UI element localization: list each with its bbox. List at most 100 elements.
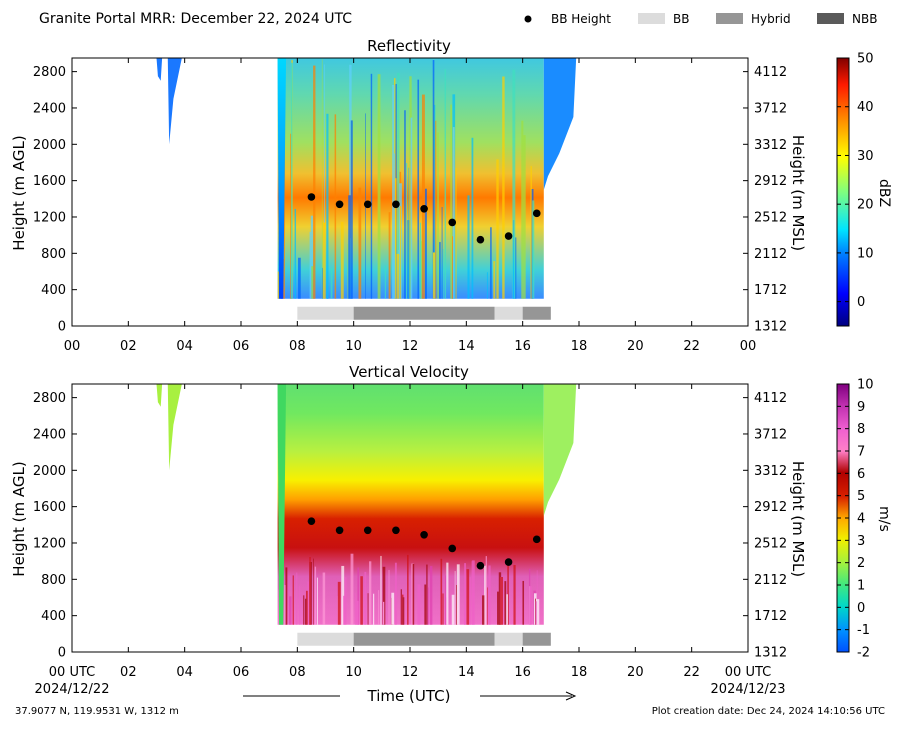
field-streak — [482, 595, 485, 625]
field-streak — [388, 212, 391, 299]
field-streak — [529, 586, 532, 625]
y-tick-label: 400 — [41, 609, 66, 624]
colorbar-tick-label: 50 — [857, 52, 874, 67]
field-streak — [348, 195, 352, 299]
x-tick-label: 12 — [402, 339, 419, 354]
field-streak — [437, 132, 439, 299]
bb-height-point — [532, 535, 541, 544]
early-echo — [156, 58, 163, 81]
y-axis-label-msl: Height (m MSL) — [789, 135, 807, 251]
colorbar-dbz — [836, 57, 850, 327]
field-streak — [504, 581, 507, 625]
field-streak — [355, 593, 357, 625]
y-tick-label: 1200 — [33, 536, 66, 551]
field-streak — [486, 272, 488, 299]
bb-type-segment-hybrid — [353, 632, 495, 646]
field-streak — [530, 166, 532, 299]
colorbar-tick-label: 2 — [857, 556, 865, 571]
colorbar-ticks: 0 10 20 30 40 50 — [837, 52, 874, 310]
field-streak — [487, 587, 488, 625]
field-streak — [410, 117, 413, 299]
field-streak — [532, 200, 535, 299]
field-streak — [405, 163, 408, 299]
x-tick-label: 06 — [233, 665, 250, 680]
bb-height-point — [363, 200, 372, 209]
x-tick-label: 10 — [345, 339, 362, 354]
field-streak — [408, 167, 410, 299]
field-streak — [277, 271, 280, 299]
field-streak — [505, 594, 508, 625]
field-streak — [358, 187, 362, 299]
field-streak — [284, 122, 286, 299]
bb-type-segment-hybrid — [522, 306, 551, 320]
field-streak — [454, 571, 456, 625]
field-streak — [370, 73, 373, 299]
field-streak — [383, 601, 385, 625]
field-streak — [469, 577, 471, 625]
field-streak — [310, 215, 314, 299]
bb-height-markers — [307, 193, 541, 244]
colorbar-tick-label: 7 — [857, 445, 865, 460]
colorbar-tick-label: 1 — [857, 579, 865, 594]
y-tick-label: 1600 — [33, 174, 66, 189]
legend-label: BB Height — [551, 12, 611, 26]
field-streak — [402, 597, 405, 625]
y2-tick-label: 2112 — [754, 573, 787, 588]
field-edge — [277, 384, 287, 625]
field-streak — [452, 236, 454, 299]
bb-height-point — [448, 544, 457, 553]
y2-tick-label: 1312 — [754, 646, 787, 661]
field-streak — [330, 267, 333, 299]
colorbar-tick-label: 4 — [857, 512, 865, 527]
field-streak — [299, 585, 301, 625]
x-tick-label: 14 — [458, 665, 475, 680]
field-streak — [369, 561, 372, 625]
field-streak — [407, 554, 409, 625]
legend-swatch-nbb — [817, 13, 844, 24]
field-streak — [471, 137, 474, 299]
field-streak — [382, 566, 386, 625]
legend-label: Hybrid — [751, 12, 791, 26]
y2-tick-label: 4112 — [754, 65, 787, 80]
field-streak — [343, 595, 346, 625]
field-edge — [277, 58, 287, 299]
bb-height-point — [504, 232, 513, 240]
bb-type-segment-bb — [494, 632, 523, 646]
field-streak — [294, 208, 297, 299]
early-echo — [167, 384, 182, 471]
field-streak — [313, 65, 316, 299]
field-streak — [412, 563, 415, 625]
bb-type-segment-bb — [494, 306, 523, 320]
field-streak — [400, 206, 402, 299]
x-start-utc: 00 UTC — [49, 665, 95, 680]
colorbar-tick-label: -2 — [857, 646, 870, 661]
field-streak — [450, 104, 452, 299]
x-tick-label: 22 — [683, 339, 700, 354]
field-streak — [344, 577, 347, 625]
y-tick-label: 0 — [58, 320, 66, 335]
field-streak — [350, 120, 353, 299]
y-tick-label: 800 — [41, 247, 66, 262]
colorbar-tick-label: 3 — [857, 534, 865, 549]
field-streak — [326, 113, 329, 299]
field-streak — [334, 114, 337, 299]
colorbar-tick-label: 9 — [857, 400, 865, 415]
field-streak — [285, 567, 288, 625]
x-tick-label: 22 — [683, 665, 700, 680]
x-tick-label: 06 — [233, 339, 250, 354]
field-streak — [347, 244, 349, 299]
y2-tick-label: 2512 — [754, 536, 787, 551]
field-streak — [364, 571, 367, 625]
bb-height-point — [476, 235, 485, 244]
field-streak — [322, 267, 323, 299]
field-streak — [349, 64, 352, 299]
reflectivity-field — [156, 58, 577, 320]
panel-title-vertical-velocity: Vertical Velocity — [349, 363, 469, 381]
colorbar-tick-label: -1 — [857, 623, 870, 638]
field-streak — [377, 74, 381, 299]
axes: 02 04 06 08 10 12 14 16 18 20 22 0 1312 400 1712 800 211… — [33, 384, 787, 680]
field-streak — [419, 222, 422, 299]
legend-swatch-bb — [638, 13, 665, 24]
